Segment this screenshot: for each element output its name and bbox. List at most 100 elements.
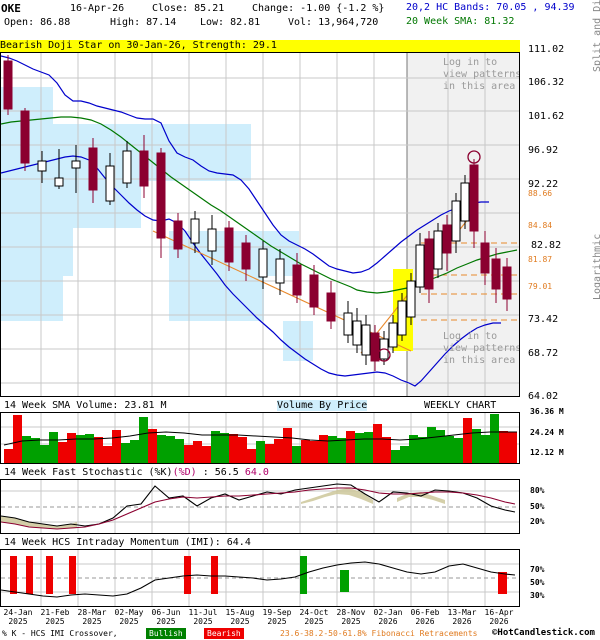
login-overlay-bottom[interactable]: Log in to view patterns in this area <box>443 331 519 367</box>
volume-bars <box>4 414 517 463</box>
price-chart-panel[interactable]: Log in to view patterns in this area Log… <box>0 52 520 397</box>
date-tick-8: 24-Oct 2025 <box>292 608 336 626</box>
footer-legend: % K - HCS IMI Crossover, Bullish Bearish… <box>0 628 600 640</box>
stoch-panel-title: 14 Week Fast Stochastic (%K)(%D) : 56.5 … <box>4 467 269 478</box>
footer-bearish-badge: Bearish <box>204 628 244 639</box>
quote-high: High: 87.14 <box>110 17 177 28</box>
date-tick-13-day: 16-Apr <box>484 608 514 617</box>
price-tick-111: 111.02 <box>528 44 565 55</box>
date-tick-7-day: 19-Sep <box>262 608 292 617</box>
imi-panel-title: 14 Week HCS Intraday Momentum (IMI): 64.… <box>4 537 251 548</box>
stoch-tick-50: 50% <box>530 502 545 511</box>
date-tick-1-day: 21-Feb <box>40 608 70 617</box>
stoch-tick-80: 80% <box>530 486 545 495</box>
date-tick-3-year: 2025 <box>119 617 139 626</box>
fib-label-7901: 79.01 <box>528 282 553 291</box>
price-axis-title: Split and Dividend Adjusted <box>592 0 600 72</box>
date-tick-2-day: 28-Mar <box>77 608 107 617</box>
fib-label-8866: 88.66 <box>528 189 553 198</box>
price-gridlines <box>1 77 519 384</box>
price-vgridlines <box>40 53 486 396</box>
date-tick-3-day: 02-May <box>114 608 144 617</box>
weekly-chart-tag: WEEKLY CHART <box>424 400 497 411</box>
price-tick-96: 96.92 <box>528 145 559 156</box>
date-tick-6-day: 15-Aug <box>225 608 255 617</box>
quote-date: 16-Apr-26 <box>70 3 125 14</box>
stoch-fill3 <box>397 492 445 504</box>
ticker-symbol: OKE <box>1 2 21 15</box>
volume-svg <box>1 413 519 463</box>
imi-line <box>1 561 516 598</box>
quote-volume: Vol: 13,964,720 <box>288 17 379 28</box>
date-tick-13: 16-Apr 2026 <box>477 608 521 626</box>
date-tick-12-day: 13-Mar <box>447 608 477 617</box>
volume-chart-panel[interactable] <box>0 412 520 464</box>
date-tick-9: 28-Nov 2025 <box>329 608 373 626</box>
price-tick-64: 64.02 <box>528 391 559 402</box>
stoch-d-line <box>1 487 516 530</box>
price-tick-106: 106.32 <box>528 77 565 88</box>
price-tick-68: 68.72 <box>528 348 559 359</box>
price-tick-82: 82.82 <box>531 240 562 251</box>
date-tick-8-year: 2025 <box>304 617 324 626</box>
stoch-plot-area <box>1 480 519 533</box>
price-tick-92: 92.22 <box>528 179 559 190</box>
hc-bands-legend: 20,2 HC Bands: 70.05 , 94.39 <box>406 2 575 13</box>
price-tick-73: 73.42 <box>528 314 559 325</box>
fib-label-8484: 84.84 <box>528 221 553 230</box>
hc-band-upper <box>1 55 489 274</box>
imi-tick-70: 70% <box>530 565 545 574</box>
date-tick-1: 21-Feb 2025 <box>33 608 77 626</box>
login-overlay-bottom-line3: in this area <box>443 355 516 366</box>
date-tick-12-year: 2026 <box>452 617 472 626</box>
date-tick-0-day: 24-Jan <box>3 608 33 617</box>
login-overlay-top-line3: in this area <box>443 81 516 92</box>
price-svg <box>1 53 519 396</box>
stoch-tick-20: 20% <box>530 517 545 526</box>
date-tick-5: 11-Jul 2025 <box>181 608 225 626</box>
footer-copyright: ©HotCandlestick.com <box>492 628 595 638</box>
login-overlay-top-line2: view patterns <box>443 69 519 80</box>
imi-tick-50: 50% <box>530 578 545 587</box>
pattern-banner[interactable]: Bearish Doji Star on 30-Jan-26, Strength… <box>0 40 520 52</box>
imi-chart-panel[interactable] <box>0 549 520 607</box>
stoch-svg <box>1 480 519 533</box>
volume-panel-title: 14 Week SMA Volume: 23.81 M <box>4 400 167 411</box>
date-tick-11: 06-Feb 2026 <box>403 608 447 626</box>
date-tick-9-year: 2025 <box>341 617 361 626</box>
stoch-title-k: 14 Week Fast Stochastic (%K) <box>4 467 173 478</box>
footer-fib-label: 23.6-38.2-50-61.8% Fibonacci Retracement… <box>280 629 478 638</box>
date-tick-6: 15-Aug 2025 <box>218 608 262 626</box>
stoch-title-d: (%D) <box>172 467 197 478</box>
date-tick-1-year: 2025 <box>45 617 65 626</box>
imi-tick-30: 30% <box>530 591 545 600</box>
date-tick-13-year: 2026 <box>489 617 509 626</box>
date-tick-7: 19-Sep 2025 <box>255 608 299 626</box>
date-tick-8-day: 24-Oct <box>299 608 329 617</box>
pattern-marker-top <box>467 150 481 164</box>
volume-tick-1212: 12.12 M <box>530 448 564 457</box>
login-overlay-top-line1: Log in to <box>443 57 498 68</box>
footer-bullish-badge: Bullish <box>146 628 186 639</box>
date-tick-0-year: 2025 <box>8 617 28 626</box>
stoch-d-value: 64.0 <box>244 467 269 478</box>
date-tick-7-year: 2025 <box>267 617 287 626</box>
volume-by-price-tag: Volume By Price <box>277 400 368 411</box>
date-tick-4: 06-Jun 2025 <box>144 608 188 626</box>
date-tick-10-year: 2026 <box>378 617 398 626</box>
date-tick-2-year: 2025 <box>82 617 102 626</box>
login-overlay-top[interactable]: Log in to view patterns in this area <box>443 57 519 93</box>
quote-open: Open: 86.88 <box>4 17 71 28</box>
date-tick-6-year: 2025 <box>230 617 250 626</box>
volume-tick-3636: 36.36 M <box>530 407 564 416</box>
date-tick-9-day: 28-Nov <box>336 608 366 617</box>
date-tick-4-year: 2025 <box>156 617 176 626</box>
date-tick-11-day: 06-Feb <box>410 608 440 617</box>
price-plot-area: Log in to view patterns in this area Log… <box>1 53 519 396</box>
footer-crossover-label: % K - HCS IMI Crossover, <box>2 629 118 638</box>
volume-sma-line <box>3 431 517 446</box>
imi-svg <box>1 550 519 606</box>
stochastic-chart-panel[interactable] <box>0 479 520 534</box>
date-tick-10-day: 02-Jan <box>373 608 403 617</box>
